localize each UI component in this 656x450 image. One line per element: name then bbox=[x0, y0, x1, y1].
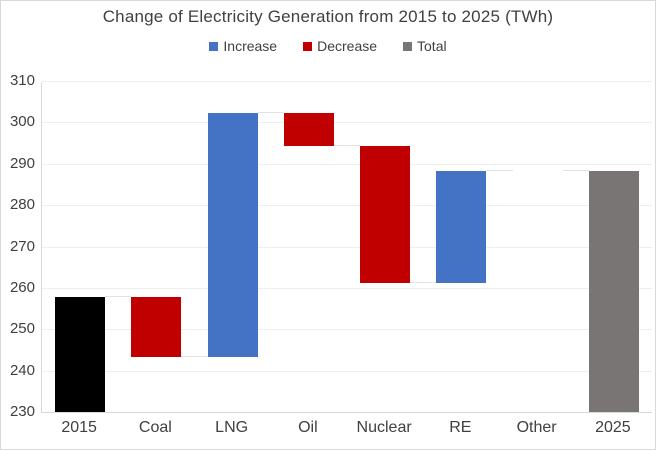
y-tick-label-240: 240 bbox=[9, 361, 35, 379]
bar-Coal bbox=[131, 297, 182, 358]
legend-label-decrease: Decrease bbox=[317, 38, 378, 54]
legend-label-total: Total bbox=[417, 38, 447, 54]
connector-line-LNG bbox=[257, 112, 284, 114]
legend: Increase Decrease Total bbox=[1, 36, 655, 56]
gridline-300 bbox=[42, 122, 652, 124]
connector-line-Coal bbox=[181, 356, 208, 358]
x-axis-labels: 2015 Coal LNG Oil Nuclear RE Other 2025 bbox=[41, 419, 651, 441]
x-tick-label-LNG: LNG bbox=[215, 419, 249, 436]
connector-line-2015 bbox=[105, 296, 132, 298]
gridline-310 bbox=[42, 81, 652, 82]
connector-line-RE bbox=[486, 169, 513, 171]
connector-line-Oil bbox=[333, 145, 361, 147]
x-tick-label-2015: 2015 bbox=[61, 419, 97, 436]
legend-swatch-increase bbox=[209, 41, 219, 51]
y-tick-label-280: 280 bbox=[9, 196, 35, 214]
gridline-290 bbox=[42, 163, 652, 165]
x-axis-line bbox=[42, 412, 652, 413]
y-tick-label-250: 250 bbox=[9, 320, 35, 338]
gridline-260 bbox=[42, 287, 652, 289]
legend-item-decrease: Decrease bbox=[303, 38, 377, 54]
gridline-280 bbox=[42, 205, 652, 207]
y-tick-label-270: 270 bbox=[9, 237, 35, 255]
bar-Oil bbox=[283, 113, 334, 147]
legend-item-increase: Increase bbox=[209, 38, 277, 54]
x-tick-label-Coal: Coal bbox=[138, 419, 172, 436]
y-tick-label-260: 260 bbox=[9, 278, 35, 296]
y-tick-label-230: 230 bbox=[9, 403, 35, 420]
y-axis-labels: 310 300 290 280 270 260 250 240 230 bbox=[1, 72, 35, 420]
bar-2025 bbox=[588, 170, 639, 413]
bar-Nuclear bbox=[360, 146, 411, 283]
gridline-250 bbox=[42, 329, 652, 331]
x-tick-label-2025: 2025 bbox=[595, 419, 631, 436]
bar-2015 bbox=[55, 297, 106, 413]
legend-swatch-total bbox=[403, 41, 413, 51]
connector-line-Other bbox=[562, 169, 589, 171]
legend-swatch-decrease bbox=[303, 41, 313, 51]
legend-item-total: Total bbox=[403, 38, 447, 54]
bar-LNG bbox=[207, 113, 258, 358]
gridline-240 bbox=[42, 370, 652, 372]
y-tick-label-310: 310 bbox=[9, 72, 35, 89]
y-tick-label-300: 300 bbox=[9, 113, 35, 131]
chart-title: Change of Electricity Generation from 20… bbox=[102, 7, 554, 26]
gridline-270 bbox=[42, 246, 652, 248]
x-tick-label-Other: Other bbox=[516, 419, 557, 436]
y-tick-label-290: 290 bbox=[9, 154, 35, 172]
legend-label-increase: Increase bbox=[223, 38, 278, 54]
x-tick-label-RE: RE bbox=[449, 419, 472, 436]
connector-line-Nuclear bbox=[410, 281, 437, 283]
bar-RE bbox=[436, 170, 487, 283]
plot-area bbox=[41, 81, 652, 413]
x-tick-label-Oil: Oil bbox=[298, 419, 318, 436]
x-tick-label-Nuclear: Nuclear bbox=[356, 419, 412, 436]
